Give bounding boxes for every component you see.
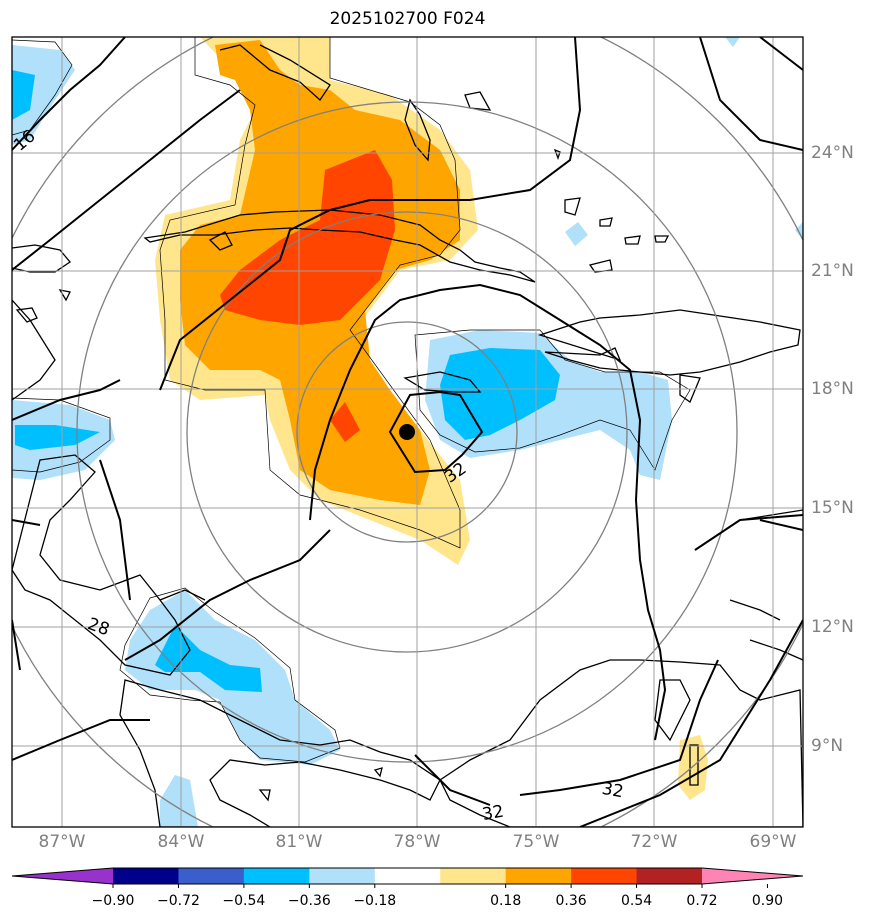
lat-label: 18°N [811,379,854,399]
colorbar-tick-label: 0.90 [751,893,784,909]
contour-label-32-southeast: 32 [600,779,625,802]
range-circles [12,37,803,827]
colorbar-segment [309,868,376,884]
colorbar-tick-label: 0.18 [490,893,522,909]
field-blue [12,70,560,692]
colorbar-tick-label: −0.18 [353,893,397,909]
lon-label: 87°W [38,832,86,852]
colorbar-segment [374,868,441,884]
field-red-orange [220,150,395,442]
storm-center-marker [399,424,415,440]
colorbar-tick-label: −0.90 [91,893,135,909]
lon-label: 72°W [630,832,678,852]
lat-label: 9°N [811,736,844,756]
lon-label: 84°W [157,832,205,852]
colorbar-segment [243,868,310,884]
colorbar-segment [571,868,638,884]
coastlines [12,44,803,827]
lat-label: 21°N [811,261,854,281]
colorbar-segment [440,868,507,884]
lat-label: 12°N [811,617,854,637]
lon-label: 78°W [393,832,441,852]
colorbar-tick-label: −0.72 [156,893,200,909]
lon-label: 69°W [749,832,797,852]
colorbar-tick-label: 0.54 [620,893,653,909]
colorbar-extend-low [12,868,113,884]
colorbar-segment [113,868,179,884]
graticule [12,37,803,827]
map-title: 2025102700 F024 [329,9,486,29]
colorbar-tick-label: −0.54 [222,893,266,909]
colorbar [11,867,804,888]
lat-label: 24°N [811,143,854,163]
lon-label: 75°W [512,832,560,852]
contour-label-32-south: 32 [481,802,506,825]
map-frame [11,36,804,828]
colorbar-segment [636,868,703,884]
lon-label: 81°W [275,832,323,852]
lat-label: 15°N [811,498,854,518]
thick-contours [12,37,803,827]
colorbar-tick-label: 0.36 [555,893,587,909]
colorbar-segment [178,868,245,884]
colorbar-extend-high [702,868,803,884]
colorbar-tick-label: 0.72 [686,893,718,909]
colorbar-segment [505,868,572,884]
colorbar-tick-label: −0.36 [287,893,331,909]
